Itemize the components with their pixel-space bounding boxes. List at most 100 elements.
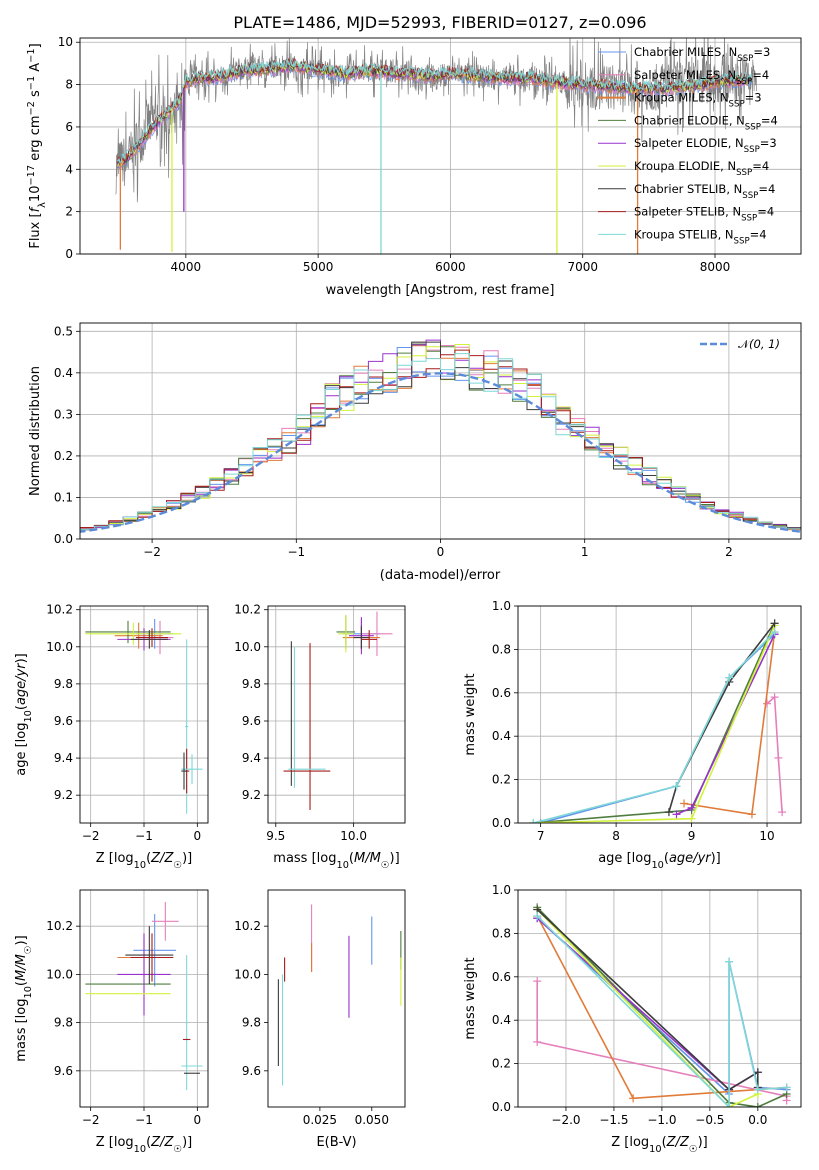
observed-spectrum [115, 38, 758, 203]
error-bar-point [114, 622, 163, 649]
x-tick-label: −2.0 [551, 1113, 580, 1127]
model-spectrum-line [116, 64, 753, 170]
y-tick-label: 0.6 [492, 970, 511, 984]
y-tick-label: 9.2 [242, 788, 261, 802]
weight_vs_Z-plot-area [533, 903, 791, 1107]
weight_vs_Z-y-axis-label: mass weight [463, 957, 478, 1039]
mass_vs_Z-frame [79, 889, 209, 1108]
y-tick-label: 0.0 [492, 1100, 511, 1114]
weight-series [664, 619, 779, 817]
y-tick-label: 10.0 [234, 967, 261, 981]
error-bar-point [185, 955, 188, 1091]
y-tick-label: 0.3 [54, 407, 73, 421]
y-tick-label: 0.4 [54, 366, 73, 380]
y-tick-label: 1.0 [492, 599, 511, 613]
weight-series [533, 912, 791, 1107]
weight-line [533, 625, 776, 823]
x-tick-label: −1 [287, 545, 305, 559]
mass_vs_ebv-plot-area [277, 904, 402, 1086]
weight-series [529, 619, 779, 823]
y-tick-label: 0.0 [54, 532, 73, 546]
weight-series [529, 628, 779, 823]
y-tick-label: 10.2 [46, 919, 73, 933]
spectrum-title: PLATE=1486, MJD=52993, FIBERID=0127, z=0… [233, 13, 646, 32]
y-tick-label: 9.6 [54, 1064, 73, 1078]
error-bar-point [125, 926, 174, 985]
x-tick-label: 7000 [567, 260, 598, 274]
error-bar-point [353, 626, 370, 649]
weight_vs_age-frame [517, 605, 802, 824]
error-bar-point [152, 902, 179, 941]
mass_vs_Z-panel: −2 −1 0 9.6 9.8 10.0 10.2 Z [log10(Z/Z☉)] mass [… [14, 889, 209, 1155]
error-bar-point [181, 754, 203, 785]
age_vs_mass-plot-area [283, 611, 393, 811]
x-tick-label: 0 [194, 1113, 202, 1127]
error-bar-point [85, 622, 182, 645]
x-tick-label: 10.0 [340, 829, 367, 843]
y-tick-label: 9.8 [54, 677, 73, 691]
spectrum-panel: 4000 5000 6000 7000 8000 0 2 4 6 8 10 wavelength [A… [26, 35, 802, 298]
y-tick-label: 9.6 [242, 714, 261, 728]
x-tick-label: 7 [537, 829, 545, 843]
error-bar-point [133, 914, 176, 987]
error-bar-point [361, 630, 377, 649]
y-tick-label: 0.4 [492, 729, 511, 743]
legend-entry: Salpeter STELIB, NSSP=4 [634, 205, 774, 224]
legend-entry: Kroupa ELODIE, NSSP=4 [634, 159, 769, 178]
mass_vs_ebv-panel: 0.025 0.050 9.6 9.8 10.0 10.2 E(B-V) [234, 889, 406, 1150]
x-tick-label: 0.025 [303, 1113, 337, 1127]
y-tick-label: 6 [65, 120, 73, 134]
y-tick-label: 9.4 [54, 751, 73, 765]
weight-series [533, 977, 791, 1105]
x-tick-label: 0 [437, 545, 445, 559]
weight-line [766, 695, 783, 813]
weight_vs_age-x-axis-label: age [log10(age/yr)] [598, 851, 721, 871]
legend-entry: Salpeter ELODIE, NSSP=3 [634, 136, 777, 155]
gaussian-curve [80, 372, 801, 533]
error-bar-point [130, 630, 168, 649]
error-bar-point [117, 933, 171, 1016]
y-tick-label: 0.8 [492, 926, 511, 940]
mass_vs_Z-plot-area [85, 902, 203, 1091]
spectrum-x-axis-label: wavelength [Angstrom, rest frame] [326, 283, 555, 298]
x-tick-label: 9.5 [266, 829, 285, 843]
weight_vs_age-panel: 7 8 9 10 0.0 0.2 0.4 0.6 0.8 1.0 age [log10(age/yr… [463, 599, 802, 871]
error-bar-point [361, 611, 393, 657]
legend-entry: Kroupa MILES, NSSP=3 [634, 91, 762, 110]
y-tick-label: 9.8 [242, 1016, 261, 1030]
y-tick-label: 0.2 [492, 1057, 511, 1071]
residuals-y-axis-label: Normed distribution [28, 366, 43, 496]
y-tick-label: 0.8 [492, 642, 511, 656]
weight-line [532, 631, 776, 823]
y-tick-label: 0.2 [492, 773, 511, 787]
age_vs_Z-x-axis-label: Z [log10(Z/Z☉)] [96, 851, 193, 871]
error-bar-point [130, 933, 174, 982]
weight-line [536, 908, 759, 1107]
y-tick-label: 0.1 [54, 490, 73, 504]
legend-entry: Salpeter MILES, NSSP=4 [634, 68, 769, 87]
x-tick-label: 9 [688, 829, 696, 843]
y-tick-label: 10.2 [234, 603, 261, 617]
y-tick-label: 10 [58, 35, 73, 49]
weight_vs_age-y-axis-label: mass weight [463, 673, 478, 755]
error-bar-point [181, 752, 187, 790]
residuals-frame [79, 322, 802, 540]
mass_vs_ebv-frame [267, 889, 406, 1108]
error-bar-point [338, 615, 354, 653]
x-tick-label: 6000 [435, 260, 466, 274]
residuals-plot-area [80, 339, 801, 533]
age_vs_Z-frame [79, 605, 209, 824]
error-bar-point [136, 628, 168, 647]
weight-series [763, 693, 787, 817]
y-tick-label: 2 [65, 205, 73, 219]
legend-entry: 𝒩(0, 1) [738, 337, 780, 351]
x-tick-label: 4000 [171, 260, 202, 274]
weight_vs_age-plot-area [529, 619, 787, 823]
y-tick-label: 10.0 [46, 967, 73, 981]
mass_vs_ebv-x-axis-label: E(B-V) [316, 1135, 356, 1150]
x-tick-label: −0.5 [695, 1113, 724, 1127]
y-tick-label: 0.6 [492, 686, 511, 700]
x-tick-label: 5000 [303, 260, 334, 274]
y-tick-label: 10.0 [46, 640, 73, 654]
x-tick-label: −1 [135, 1113, 153, 1127]
